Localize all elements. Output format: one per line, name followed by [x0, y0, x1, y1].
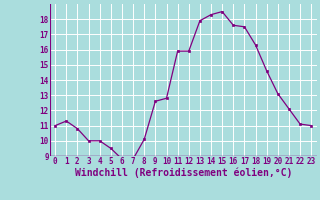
- X-axis label: Windchill (Refroidissement éolien,°C): Windchill (Refroidissement éolien,°C): [75, 167, 292, 178]
